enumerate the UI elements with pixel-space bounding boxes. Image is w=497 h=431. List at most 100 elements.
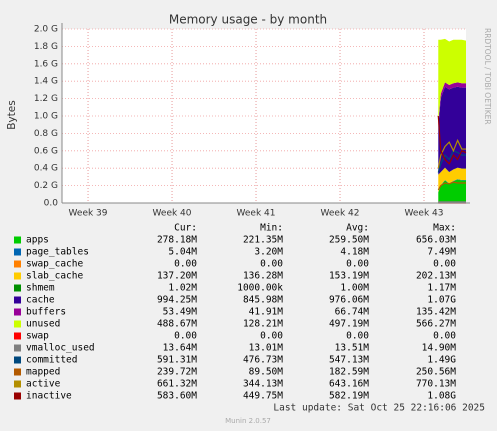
stat-value: 1.00M: [340, 283, 369, 294]
stat-value: 128.21M: [243, 319, 283, 330]
y-tick-label: 0.6 G: [34, 146, 58, 156]
legend-label: shmem: [26, 283, 55, 294]
legend-label: page_tables: [26, 247, 89, 258]
legend-swatch: [14, 368, 21, 376]
stat-value: 13.64M: [163, 343, 198, 354]
watermark: RRDTOOL / TOBI OETIKER: [483, 28, 492, 125]
y-tick-label: 2.0 G: [34, 25, 58, 35]
legend-swatch: [14, 260, 21, 268]
stats-header: Avg:: [346, 223, 369, 234]
y-tick-label: 1.6 G: [34, 59, 58, 69]
y-tick-label: 0.8 G: [34, 129, 58, 139]
stat-value: 250.56M: [416, 367, 456, 378]
legend-swatch: [14, 308, 21, 316]
stat-value: 1.49G: [427, 355, 456, 366]
legend-swatch: [14, 248, 21, 256]
x-tick-label: Week 42: [321, 209, 360, 219]
y-tick-label: 0.2 G: [34, 181, 58, 191]
legend-label: slab_cache: [26, 271, 83, 282]
version: Munin 2.0.57: [225, 417, 271, 425]
legend-label: inactive: [26, 391, 72, 402]
stat-value: 3.20M: [254, 247, 283, 258]
stat-value: 0.00: [260, 331, 283, 342]
stat-value: 994.25M: [157, 295, 197, 306]
x-tick-label: Week 41: [237, 209, 276, 219]
stat-value: 0.00: [346, 259, 369, 270]
y-tick-label: 1.4 G: [34, 77, 58, 87]
x-tick-label: Week 43: [405, 209, 444, 219]
legend-label: vmalloc_used: [26, 343, 95, 354]
stat-value: 770.13M: [416, 379, 456, 390]
area: [438, 38, 466, 123]
stat-value: 591.31M: [157, 355, 197, 366]
stat-value: 5.04M: [168, 247, 197, 258]
stats-header: Max:: [433, 223, 456, 234]
stat-value: 136.28M: [243, 271, 283, 282]
stats-header: Cur:: [174, 223, 197, 234]
stat-value: 661.32M: [157, 379, 197, 390]
legend-swatch: [14, 284, 21, 292]
stat-value: 0.00: [260, 259, 283, 270]
stat-value: 656.03M: [416, 235, 456, 246]
stat-value: 202.13M: [416, 271, 456, 282]
stat-value: 976.06M: [329, 295, 369, 306]
legend-swatch: [14, 356, 21, 364]
legend-swatch: [14, 392, 21, 400]
stat-value: 449.75M: [243, 391, 283, 402]
line: [437, 115, 467, 165]
stats-header: Min:: [260, 223, 283, 234]
legend-swatch: [14, 380, 21, 388]
y-tick-label: 1.8 G: [34, 42, 58, 52]
stat-value: 239.72M: [157, 367, 197, 378]
line: [437, 138, 466, 169]
area: [438, 167, 466, 193]
stat-value: 182.59M: [329, 367, 369, 378]
stat-value: 0.00: [174, 331, 197, 342]
legend-label: apps: [26, 235, 49, 246]
legend-swatch: [14, 320, 21, 328]
legend-label: committed: [26, 355, 77, 366]
stat-value: 582.19M: [329, 391, 369, 402]
stat-value: 476.73M: [243, 355, 283, 366]
legend-label: swap: [26, 331, 49, 342]
stat-value: 1.07G: [427, 295, 456, 306]
line: [437, 181, 466, 191]
stat-value: 13.51M: [335, 343, 370, 354]
y-axis-label: Bytes: [6, 100, 18, 129]
chart-title: Memory usage - by month: [169, 13, 327, 27]
legend-swatch: [14, 296, 21, 304]
line: [437, 150, 466, 173]
legend-label: mapped: [26, 367, 60, 378]
stat-value: 845.98M: [243, 295, 283, 306]
x-tick-label: Week 39: [69, 209, 108, 219]
last-update: Last update: Sat Oct 25 22:16:06 2025: [273, 403, 485, 414]
y-tick-label: 0.4 G: [34, 164, 58, 174]
legend-swatch: [14, 344, 21, 352]
legend-label: active: [26, 379, 61, 390]
y-tick-label: 0.0: [44, 199, 59, 209]
stat-value: 66.74M: [335, 307, 370, 318]
stat-value: 89.50M: [249, 367, 284, 378]
stat-value: 13.01M: [249, 343, 284, 354]
stat-value: 1000.00k: [237, 283, 283, 294]
stat-value: 1.17M: [427, 283, 456, 294]
stat-value: 0.00: [433, 331, 456, 342]
stat-value: 488.67M: [157, 319, 197, 330]
stat-value: 153.19M: [329, 271, 369, 282]
stat-value: 135.42M: [416, 307, 456, 318]
legend-swatch: [14, 272, 21, 280]
stat-value: 41.91M: [249, 307, 284, 318]
legend-label: swap_cache: [26, 259, 83, 270]
y-tick-label: 1.0 G: [34, 112, 58, 122]
stat-value: 0.00: [174, 259, 197, 270]
stat-value: 0.00: [433, 259, 456, 270]
area: [438, 82, 466, 127]
stat-value: 259.50M: [329, 235, 369, 246]
area: [438, 179, 466, 193]
stat-value: 643.16M: [329, 379, 369, 390]
stat-value: 278.18M: [157, 235, 197, 246]
stat-value: 1.08G: [427, 391, 456, 402]
stat-value: 221.35M: [243, 235, 283, 246]
stat-value: 547.13M: [329, 355, 369, 366]
